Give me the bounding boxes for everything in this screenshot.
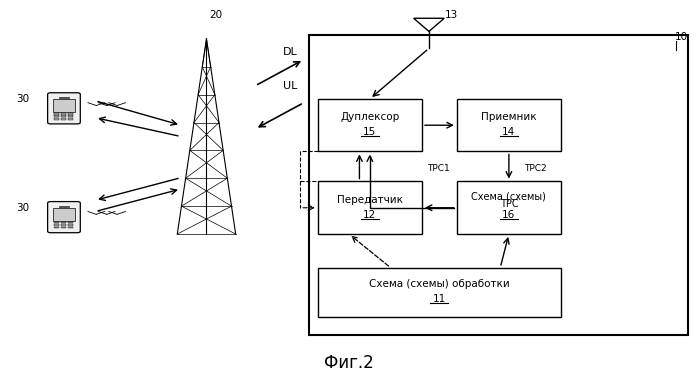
Bar bbox=[68, 222, 73, 223]
Bar bbox=[68, 118, 73, 119]
Bar bbox=[68, 224, 73, 226]
Bar bbox=[54, 118, 59, 119]
FancyBboxPatch shape bbox=[47, 201, 80, 233]
FancyBboxPatch shape bbox=[318, 99, 422, 152]
Bar bbox=[53, 208, 75, 220]
Bar bbox=[68, 115, 73, 117]
Text: TPC1: TPC1 bbox=[426, 164, 450, 173]
FancyBboxPatch shape bbox=[318, 181, 422, 234]
Bar bbox=[54, 113, 59, 115]
Bar bbox=[54, 115, 59, 117]
Bar bbox=[54, 222, 59, 223]
Bar bbox=[54, 227, 59, 228]
Text: DL: DL bbox=[283, 47, 297, 57]
Text: ТРС: ТРС bbox=[500, 199, 518, 209]
Bar bbox=[61, 118, 66, 119]
Text: 30: 30 bbox=[15, 94, 29, 104]
Text: 30: 30 bbox=[15, 203, 29, 213]
Text: 13: 13 bbox=[445, 9, 458, 20]
Bar bbox=[61, 222, 66, 223]
Text: Схема (схемы): Схема (схемы) bbox=[471, 192, 547, 201]
Text: 15: 15 bbox=[363, 127, 376, 137]
Text: Приемник: Приемник bbox=[481, 112, 537, 122]
Text: 16: 16 bbox=[503, 209, 516, 220]
Text: 14: 14 bbox=[503, 127, 516, 137]
FancyBboxPatch shape bbox=[47, 93, 80, 124]
Bar bbox=[61, 224, 66, 226]
Text: Передатчик: Передатчик bbox=[337, 195, 403, 204]
Text: Фиг.2: Фиг.2 bbox=[324, 355, 374, 372]
FancyBboxPatch shape bbox=[309, 35, 688, 335]
Bar bbox=[61, 115, 66, 117]
Text: Дуплексор: Дуплексор bbox=[340, 112, 399, 122]
Text: 20: 20 bbox=[209, 9, 222, 20]
FancyBboxPatch shape bbox=[456, 181, 561, 234]
Bar bbox=[59, 97, 69, 98]
Bar bbox=[61, 113, 66, 115]
Polygon shape bbox=[414, 18, 444, 31]
Bar bbox=[59, 206, 69, 207]
Bar bbox=[54, 224, 59, 226]
FancyBboxPatch shape bbox=[456, 99, 561, 152]
Text: 10: 10 bbox=[675, 32, 688, 42]
Bar bbox=[53, 99, 75, 112]
Bar bbox=[68, 227, 73, 228]
FancyBboxPatch shape bbox=[318, 268, 561, 317]
Text: 11: 11 bbox=[433, 294, 446, 304]
Text: UL: UL bbox=[283, 81, 297, 91]
Text: TPC2: TPC2 bbox=[524, 164, 547, 173]
Text: 12: 12 bbox=[363, 209, 376, 220]
Text: Схема (схемы) обработки: Схема (схемы) обработки bbox=[369, 279, 510, 289]
Bar bbox=[61, 227, 66, 228]
Bar bbox=[68, 113, 73, 115]
